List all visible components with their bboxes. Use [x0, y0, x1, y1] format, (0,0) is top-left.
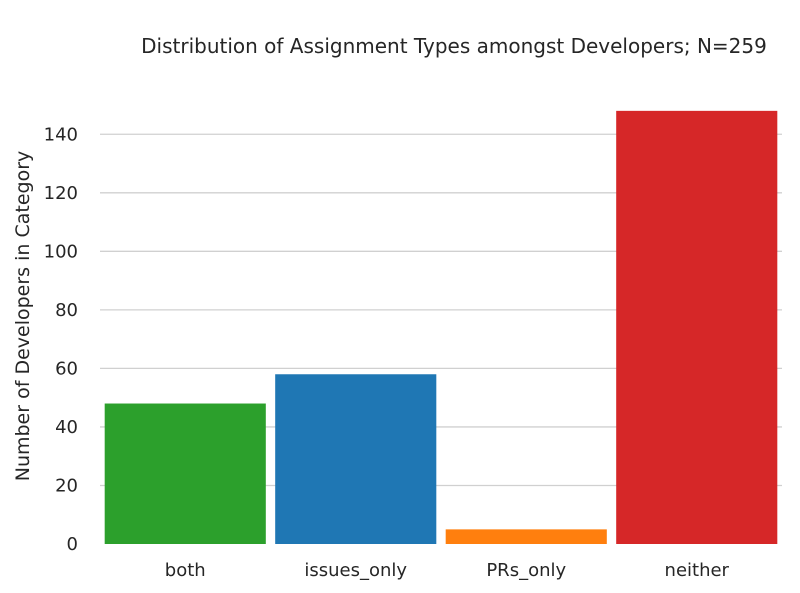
- y-tick-label: 60: [55, 358, 78, 379]
- x-tick-label: neither: [665, 560, 730, 581]
- bar-neither: [616, 110, 778, 544]
- bar-both: [104, 403, 266, 544]
- x-tick-labels: both issues_only PRs_only neither: [165, 560, 730, 581]
- x-tick-label: PRs_only: [486, 560, 566, 581]
- x-tick-label: issues_only: [304, 560, 407, 581]
- y-axis-label: Number of Developers in Category: [12, 151, 34, 482]
- x-tick-label: both: [165, 560, 206, 581]
- y-tick-label: 80: [55, 300, 78, 321]
- y-tick-label: 0: [67, 534, 78, 555]
- y-tick-labels: 0 20 40 60 80 100 120 140: [44, 124, 78, 555]
- y-tick-label: 20: [55, 475, 78, 496]
- bars: [104, 110, 778, 544]
- bar-issues-only: [275, 374, 437, 544]
- y-tick-label: 40: [55, 417, 78, 438]
- y-tick-label: 140: [44, 124, 78, 145]
- y-tick-label: 100: [44, 241, 78, 262]
- bar-prs-only: [445, 529, 607, 544]
- y-tick-label: 120: [44, 183, 78, 204]
- chart-title: Distribution of Assignment Types amongst…: [141, 34, 767, 58]
